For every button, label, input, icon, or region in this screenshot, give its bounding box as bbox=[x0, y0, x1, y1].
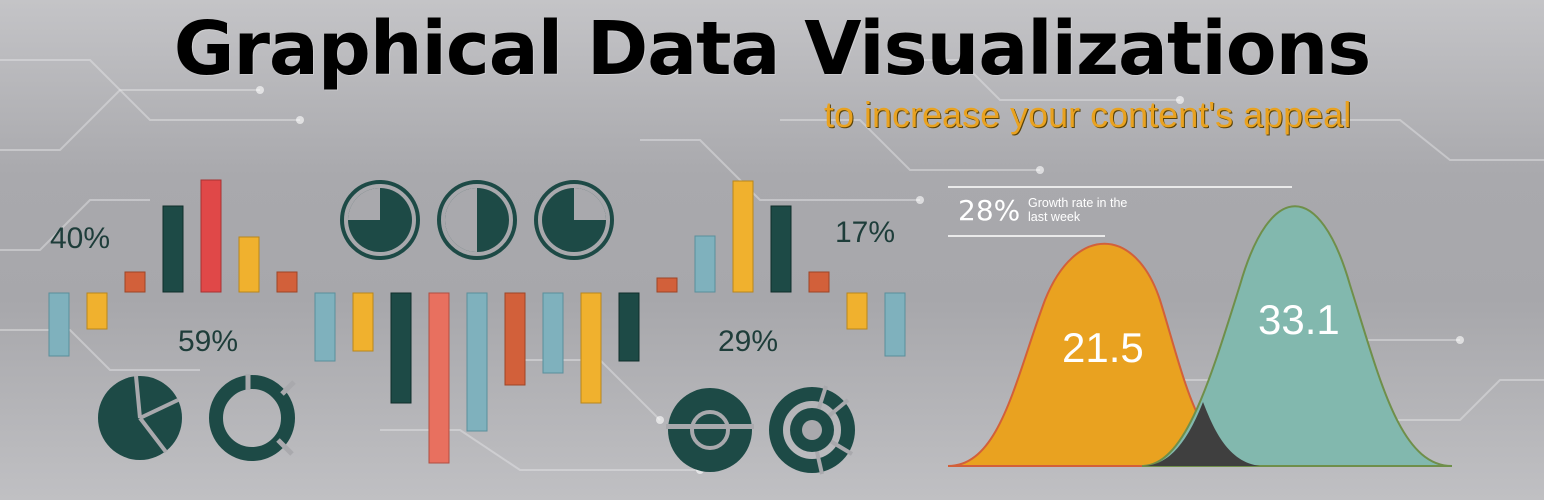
ring-chart-icon bbox=[666, 388, 754, 472]
middle-bar-cluster bbox=[314, 292, 640, 464]
pie-chart-icon bbox=[98, 375, 182, 460]
percentage-label: 59% bbox=[178, 325, 239, 358]
percentage-label: 29% bbox=[718, 325, 779, 358]
bar bbox=[124, 271, 146, 293]
bar bbox=[314, 292, 336, 362]
bar bbox=[732, 180, 754, 293]
growth-rate-label: Growth rate in the last week bbox=[1028, 196, 1127, 224]
left-curve-value: 21.5 bbox=[1062, 324, 1144, 371]
bell-curves bbox=[947, 205, 1453, 467]
bar bbox=[884, 292, 906, 357]
growth-rate-value: 28% bbox=[958, 194, 1021, 227]
bar bbox=[770, 205, 792, 293]
bar bbox=[504, 292, 526, 386]
bar bbox=[48, 292, 70, 357]
right-curve-value: 33.1 bbox=[1258, 296, 1340, 343]
bar bbox=[656, 277, 678, 293]
bar bbox=[238, 236, 260, 293]
bar bbox=[162, 205, 184, 293]
growth-rate-label-line1: Growth rate in the bbox=[1028, 196, 1128, 210]
bar bbox=[466, 292, 488, 432]
clock-chart-icon bbox=[340, 180, 420, 260]
percentage-label: 17% bbox=[835, 216, 896, 249]
bar bbox=[200, 179, 222, 293]
right-bar-cluster bbox=[656, 180, 906, 357]
left-bar-cluster bbox=[48, 179, 298, 357]
bell-curve-right bbox=[1141, 205, 1453, 467]
bar bbox=[428, 292, 450, 464]
bar bbox=[86, 292, 108, 330]
bar bbox=[542, 292, 564, 374]
bar bbox=[808, 271, 830, 293]
bar bbox=[618, 292, 640, 362]
page-subtitle: to increase your content's appeal bbox=[824, 94, 1352, 135]
page-title: Graphical Data Visualizations bbox=[173, 6, 1372, 92]
donut-chart-icon bbox=[209, 374, 296, 461]
clock-chart-icon bbox=[534, 180, 614, 260]
bar bbox=[390, 292, 412, 404]
bar bbox=[694, 235, 716, 293]
bell-curve-overlap bbox=[1142, 402, 1260, 466]
bar bbox=[276, 271, 298, 293]
growth-rate-label-line2: last week bbox=[1028, 210, 1081, 224]
donut-chart-icon bbox=[769, 385, 855, 475]
bar bbox=[846, 292, 868, 330]
bar bbox=[352, 292, 374, 352]
clock-chart-icon bbox=[437, 180, 517, 260]
bar bbox=[580, 292, 602, 404]
percentage-label: 40% bbox=[50, 222, 111, 255]
